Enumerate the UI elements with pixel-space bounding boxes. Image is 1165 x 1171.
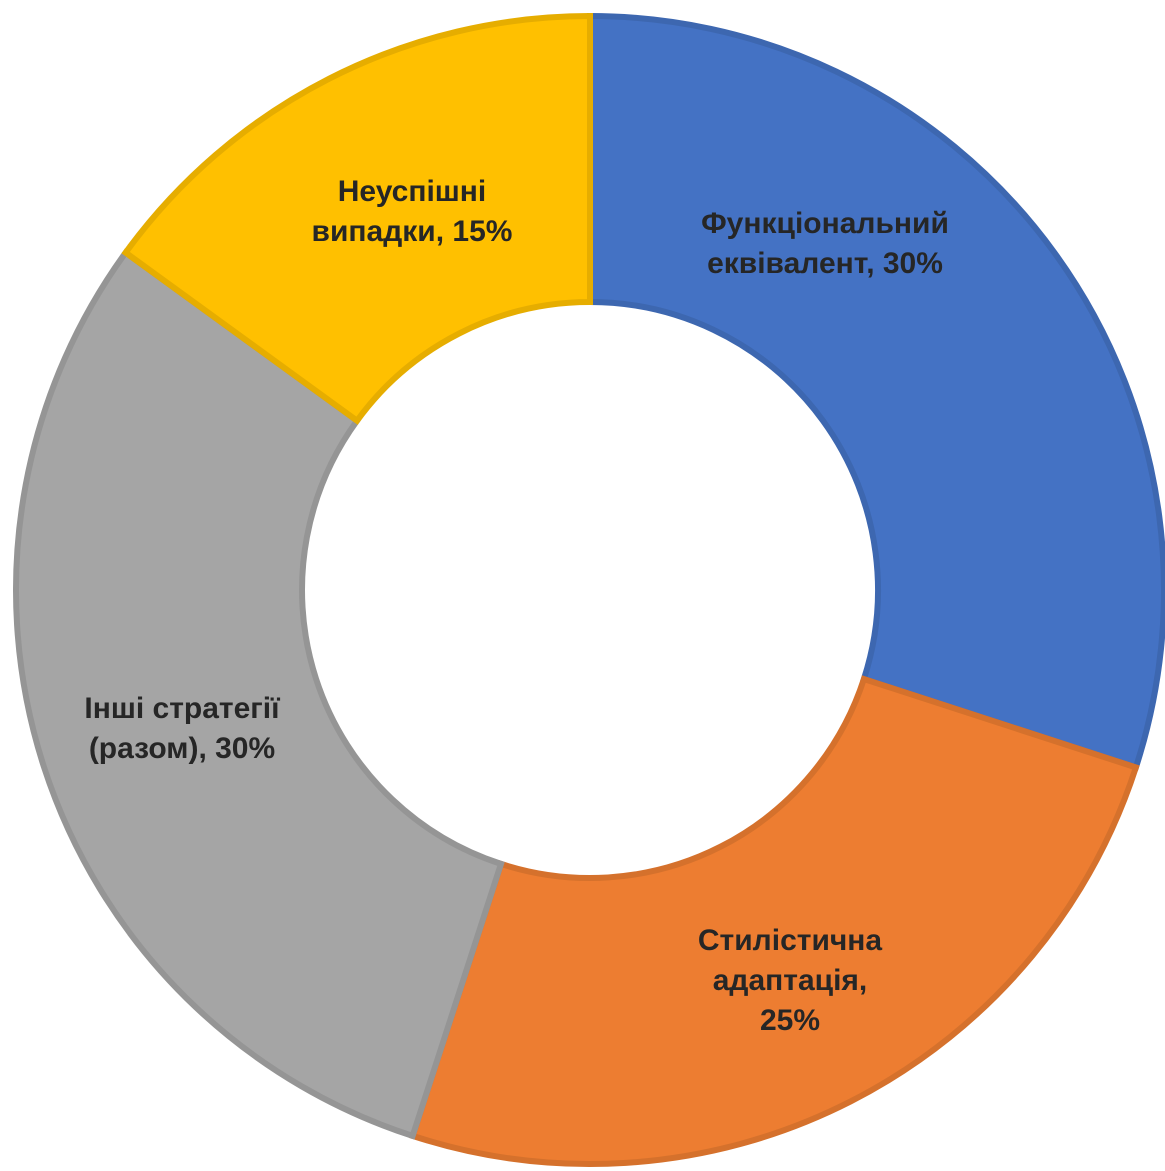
data-label: адаптація,: [713, 964, 868, 997]
data-label: Стилістична: [698, 924, 883, 957]
data-label: 25%: [760, 1004, 820, 1037]
data-label: еквівалент, 30%: [707, 247, 943, 280]
data-label: випадки, 15%: [312, 215, 513, 248]
data-label: Інші стратегії: [84, 692, 280, 725]
data-label: Функціональний: [701, 207, 949, 240]
data-label: Неуспішні: [338, 175, 487, 208]
donut-slice: [587, 12, 1165, 772]
donut-slice: [408, 675, 1140, 1167]
donut-slice: [121, 12, 593, 425]
data-label: (разом), 30%: [89, 732, 275, 765]
donut-slice: [13, 248, 505, 1140]
